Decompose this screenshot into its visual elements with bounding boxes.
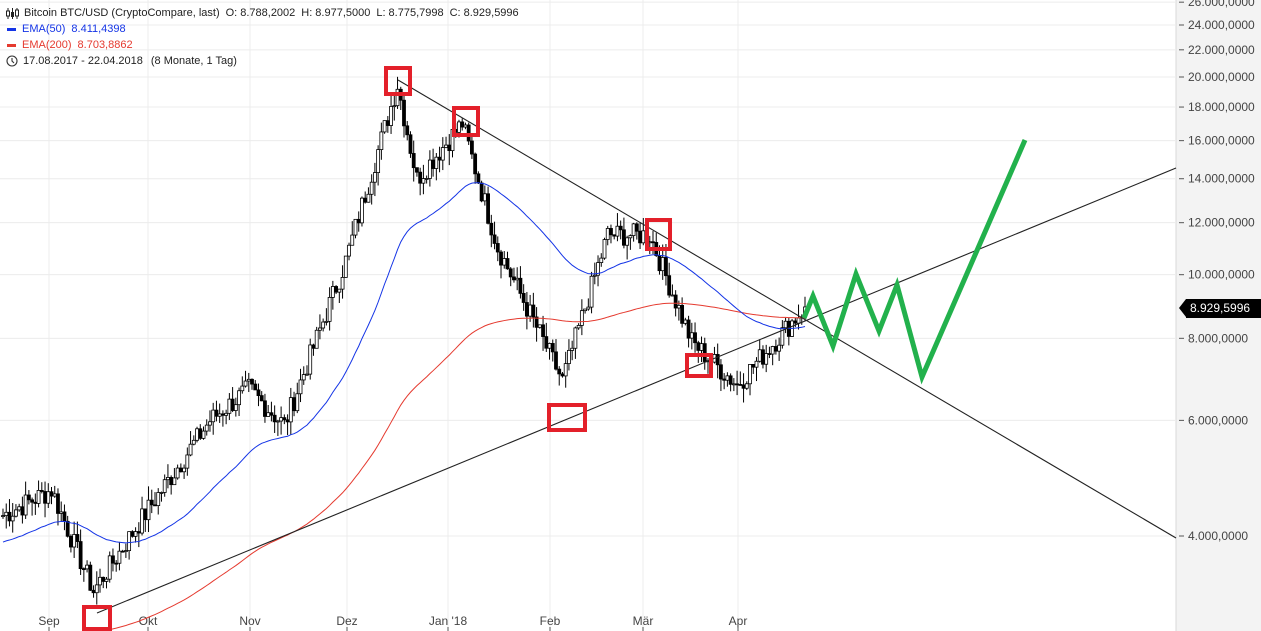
high-label: H: xyxy=(301,7,313,19)
y-tick-label: 8.000,0000 xyxy=(1188,331,1248,345)
x-axis-ticks: Sep Okt Nov Dez Jan '18 Feb Mär Apr xyxy=(38,614,747,631)
pivot-box[interactable] xyxy=(384,66,412,96)
clock-icon xyxy=(6,55,18,67)
last-price-tag: 8.929,5996 xyxy=(1179,299,1261,318)
close-value: 8.929,5996 xyxy=(463,7,519,19)
y-tick-label: 4.000,0000 xyxy=(1188,529,1248,543)
ema50-value: 8.411,4398 xyxy=(71,23,126,35)
pivot-box[interactable] xyxy=(452,106,480,137)
instrument-name: Bitcoin BTC/USD (CryptoCompare, last) xyxy=(24,7,220,19)
ema50-legend[interactable]: EMA(50) 8.411,4398 xyxy=(6,21,525,37)
y-tick-label: 10.000,0000 xyxy=(1188,268,1255,282)
x-tick-label: Okt xyxy=(139,614,158,628)
y-tick-label: 22.000,0000 xyxy=(1188,43,1255,57)
open-value: 8.788,2002 xyxy=(240,7,296,19)
duration: (8 Monate, 1 Tag) xyxy=(150,55,237,67)
ema200-label: EMA(200) xyxy=(22,39,72,51)
x-tick-label: Jan '18 xyxy=(429,614,468,628)
descending-resistance-trendline[interactable] xyxy=(397,79,1177,539)
pivot-box[interactable] xyxy=(685,353,713,378)
trendlines[interactable] xyxy=(96,79,1177,614)
ema200-swatch-icon xyxy=(7,43,16,47)
ascending-support-trendline[interactable] xyxy=(96,167,1177,614)
date-range: 17.08.2017 - 22.04.2018 xyxy=(23,55,143,67)
x-tick-label: Mär xyxy=(633,614,654,628)
ema50-label: EMA(50) xyxy=(22,23,66,35)
y-tick-label: 14.000,0000 xyxy=(1188,172,1255,186)
close-label: C: xyxy=(449,7,461,19)
chart-legend: Bitcoin BTC/USD (CryptoCompare, last) O:… xyxy=(6,5,525,69)
ema200-legend[interactable]: EMA(200) 8.703,8862 xyxy=(6,37,525,53)
x-tick-label: Apr xyxy=(729,614,748,628)
low-label: L: xyxy=(376,7,386,19)
ema200-value: 8.703,8862 xyxy=(77,39,133,51)
open-label: O: xyxy=(225,7,238,19)
date-range-row: 17.08.2017 - 22.04.2018 (8 Monate, 1 Tag… xyxy=(6,53,525,69)
y-tick-label: 20.000,0000 xyxy=(1188,70,1255,84)
y-tick-label: 18.000,0000 xyxy=(1188,100,1255,114)
ema50-line xyxy=(2,182,806,544)
pivot-box[interactable] xyxy=(547,403,587,432)
pivot-highlight-boxes[interactable] xyxy=(82,66,713,631)
x-tick-label: Feb xyxy=(540,614,561,628)
instrument-row: Bitcoin BTC/USD (CryptoCompare, last) O:… xyxy=(6,5,525,21)
y-tick-label: 12.000,0000 xyxy=(1188,216,1255,230)
projection-path[interactable] xyxy=(801,139,1028,385)
candlesticks xyxy=(1,76,807,605)
high-value: 8.977,5000 xyxy=(315,7,371,19)
vertical-gridlines xyxy=(48,0,739,631)
ema200-line xyxy=(100,302,806,631)
y-tick-label: 24.000,0000 xyxy=(1188,18,1255,32)
x-tick-label: Sep xyxy=(38,614,60,628)
horizontal-gridlines xyxy=(0,1,1176,537)
x-tick-label: Nov xyxy=(239,614,260,628)
pivot-box[interactable] xyxy=(82,605,112,631)
low-value: 8.775,7998 xyxy=(388,7,444,19)
y-axis-ticks: 26.000,0000 24.000,0000 22.000,0000 20.000,… xyxy=(1179,0,1255,543)
pivot-box[interactable] xyxy=(645,218,672,251)
y-tick-label: 6.000,0000 xyxy=(1188,413,1248,427)
ema50-swatch-icon xyxy=(7,27,16,31)
y-tick-label: 16.000,0000 xyxy=(1188,134,1255,148)
x-tick-label: Dez xyxy=(336,614,357,628)
y-tick-label: 26.000,0000 xyxy=(1188,0,1255,9)
candlestick-chart-icon xyxy=(6,7,19,19)
